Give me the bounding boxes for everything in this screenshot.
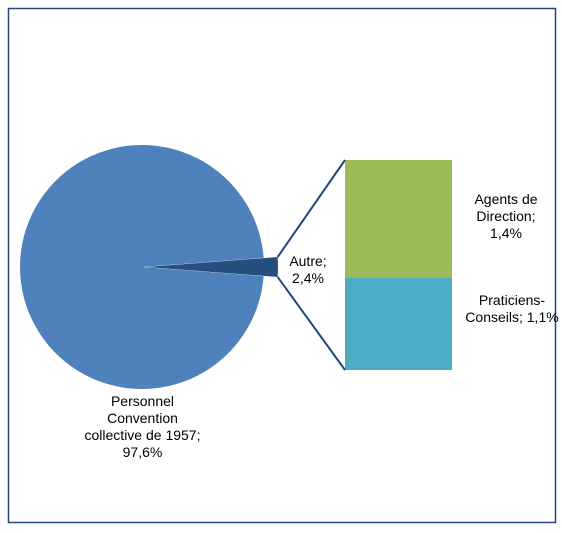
data-label: Autre; 2,4% [289, 253, 327, 286]
bar-segment [345, 277, 452, 370]
data-label: Agents de Direction; 1,4% [474, 191, 538, 241]
connector-line [276, 159, 346, 258]
data-label: Personnel Convention collective de 1957;… [84, 393, 201, 460]
connector-line [276, 276, 346, 371]
data-label: Praticiens-Conseils; 1,1% [465, 292, 559, 325]
pie-slice [19, 144, 264, 389]
pie-slice [146, 257, 279, 277]
bar-segment [345, 160, 452, 278]
